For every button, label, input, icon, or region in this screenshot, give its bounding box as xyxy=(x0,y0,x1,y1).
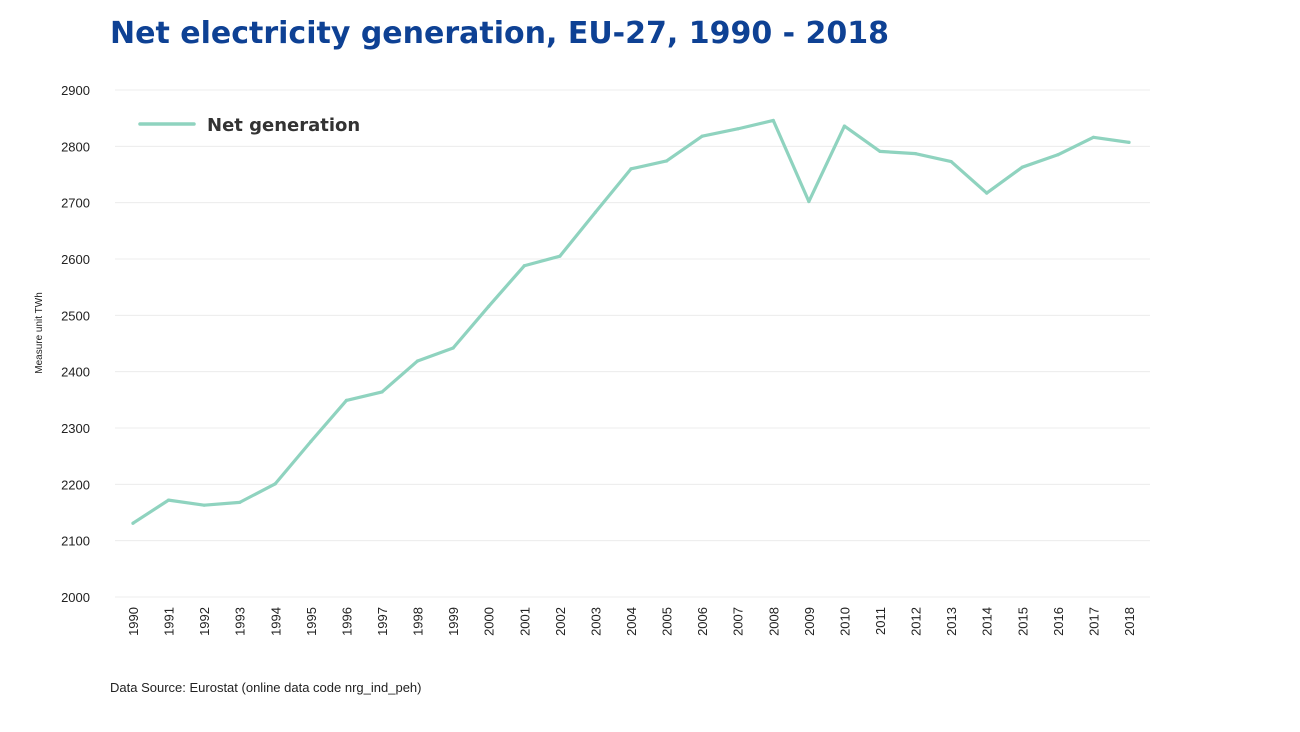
x-tick-label-1994: 1994 xyxy=(268,607,283,636)
data-point-2001[interactable] xyxy=(522,264,526,268)
data-point-2006[interactable] xyxy=(700,134,704,138)
x-tick-label-1999: 1999 xyxy=(446,607,461,636)
x-tick-label-1996: 1996 xyxy=(339,607,354,636)
data-point-2014[interactable] xyxy=(985,191,989,195)
x-tick-label-2001: 2001 xyxy=(517,607,532,636)
data-point-1994[interactable] xyxy=(273,482,277,486)
x-tick-label-1991: 1991 xyxy=(162,607,177,636)
legend[interactable]: Net generation xyxy=(138,115,360,136)
legend-label-net-generation: Net generation xyxy=(207,115,360,136)
data-point-2005[interactable] xyxy=(664,159,669,163)
data-point-2007[interactable] xyxy=(736,127,740,131)
x-tick-label-2005: 2005 xyxy=(660,607,675,636)
data-point-1998[interactable] xyxy=(415,359,420,363)
y-tick-label-2400: 2400 xyxy=(61,365,90,380)
y-tick-label-2800: 2800 xyxy=(61,139,90,154)
data-point-1999[interactable] xyxy=(451,346,455,350)
x-axis-ticks: 1990 1991 1992 1993 1994 1995 1996 1997 1998 1999… xyxy=(126,607,1137,636)
data-point-2003[interactable] xyxy=(593,210,598,214)
data-point-1990[interactable] xyxy=(131,521,135,525)
data-point-1992[interactable] xyxy=(202,503,206,507)
y-axis-label: Measure unit TWh xyxy=(34,292,45,374)
x-tick-label-2012: 2012 xyxy=(909,607,924,636)
data-point-2010[interactable] xyxy=(842,124,847,128)
data-point-1991[interactable] xyxy=(166,498,171,502)
data-point-2008[interactable] xyxy=(771,118,775,123)
y-tick-label-2500: 2500 xyxy=(61,308,90,323)
x-tick-label-1995: 1995 xyxy=(304,607,319,636)
x-tick-label-1992: 1992 xyxy=(197,607,212,636)
x-tick-label-2018: 2018 xyxy=(1122,607,1137,636)
data-point-1996[interactable] xyxy=(344,398,349,402)
x-tick-label-2009: 2009 xyxy=(802,607,817,636)
series-line-net-generation[interactable] xyxy=(131,118,1131,525)
data-point-2017[interactable] xyxy=(1091,135,1096,139)
x-tick-label-2007: 2007 xyxy=(731,607,746,636)
x-tick-label-2002: 2002 xyxy=(553,607,568,636)
y-tick-label-2200: 2200 xyxy=(61,477,90,492)
y-tick-label-2300: 2300 xyxy=(61,421,90,436)
data-point-2015[interactable] xyxy=(1020,165,1024,169)
x-tick-label-2017: 2017 xyxy=(1086,607,1101,636)
x-tick-label-1997: 1997 xyxy=(375,607,390,636)
x-tick-label-2015: 2015 xyxy=(1015,607,1030,636)
x-tick-label-2006: 2006 xyxy=(695,607,710,636)
data-point-2013[interactable] xyxy=(949,159,953,164)
y-tick-label-2000: 2000 xyxy=(61,590,90,605)
x-tick-label-2016: 2016 xyxy=(1051,607,1066,636)
data-point-2002[interactable] xyxy=(558,254,562,258)
y-axis-ticks: 2000 2100 2200 2300 2400 2500 2600 2700 2800 2900 xyxy=(61,83,90,605)
x-tick-label-2003: 2003 xyxy=(588,607,603,636)
data-point-2016[interactable] xyxy=(1056,153,1060,157)
x-tick-label-1990: 1990 xyxy=(126,607,141,636)
data-point-2011[interactable] xyxy=(878,149,882,154)
source-note: Data Source: Eurostat (online data code … xyxy=(110,680,422,695)
data-point-2000[interactable] xyxy=(487,304,491,308)
x-tick-label-2000: 2000 xyxy=(482,607,497,636)
x-tick-label-1998: 1998 xyxy=(411,607,426,636)
x-tick-label-2013: 2013 xyxy=(944,607,959,636)
data-point-1995[interactable] xyxy=(309,439,313,444)
y-tick-label-2900: 2900 xyxy=(61,83,90,98)
x-tick-label-2010: 2010 xyxy=(837,607,852,636)
x-tick-label-2008: 2008 xyxy=(766,607,781,636)
data-point-1993[interactable] xyxy=(238,500,242,504)
data-point-1997[interactable] xyxy=(380,390,384,394)
data-point-2009[interactable] xyxy=(807,199,811,204)
x-tick-label-2011: 2011 xyxy=(873,607,888,635)
gridlines xyxy=(115,89,1150,598)
data-point-2012[interactable] xyxy=(913,152,918,156)
x-tick-label-2004: 2004 xyxy=(624,607,639,636)
x-tick-label-2014: 2014 xyxy=(980,607,995,636)
chart-title: Net electricity generation, EU-27, 1990 … xyxy=(110,16,890,51)
x-tick-label-1993: 1993 xyxy=(233,607,248,636)
y-tick-label-2100: 2100 xyxy=(61,534,90,549)
y-tick-label-2700: 2700 xyxy=(61,196,90,211)
series-layer xyxy=(131,118,1131,525)
y-tick-label-2600: 2600 xyxy=(61,252,90,267)
data-point-2004[interactable] xyxy=(629,167,633,171)
data-point-2018[interactable] xyxy=(1127,140,1131,144)
